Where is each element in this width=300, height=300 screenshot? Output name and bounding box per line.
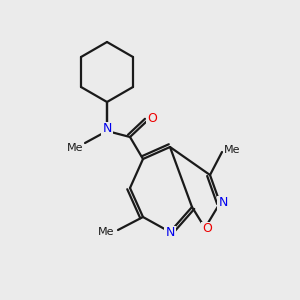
Text: Me: Me xyxy=(224,145,240,155)
Text: Me: Me xyxy=(67,143,83,153)
Text: O: O xyxy=(147,112,157,124)
Text: N: N xyxy=(102,122,112,136)
Text: N: N xyxy=(165,226,175,239)
Text: O: O xyxy=(202,223,212,236)
Text: Me: Me xyxy=(98,227,114,237)
Text: N: N xyxy=(218,196,228,209)
